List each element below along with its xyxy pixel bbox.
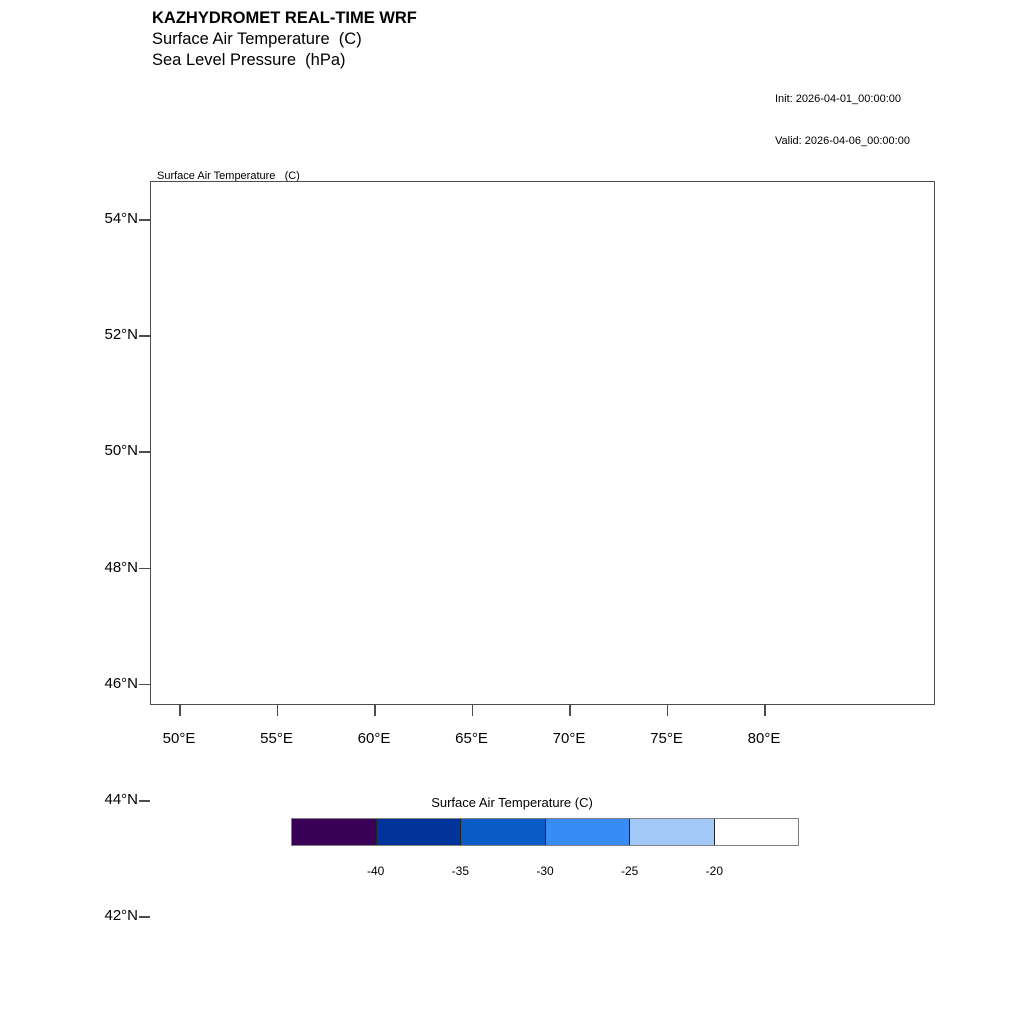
longitude-tick-mark — [569, 705, 571, 716]
latitude-tick-mark — [139, 683, 150, 686]
colorbar-tick-label: -35 — [451, 864, 469, 878]
colorbar[interactable] — [291, 818, 799, 846]
colorbar-segment-5 — [713, 819, 798, 845]
colorbar-tick-label: -30 — [536, 864, 554, 878]
latitude-tick-label: 52°N — [104, 326, 138, 344]
longitude-tick-label: 70°E — [552, 730, 586, 747]
longitude-tick-mark — [764, 705, 766, 716]
longitude-tick-mark — [374, 705, 376, 716]
latitude-tick-mark — [139, 335, 150, 337]
longitude-tick-mark — [276, 705, 279, 716]
forecast-timestamps: Init: 2026-04-01_00:00:00 Valid: 2026-04… — [775, 64, 910, 162]
longitude-tick-label: 75°E — [650, 730, 683, 747]
latitude-tick-label: 42°N — [104, 907, 138, 925]
longitude-tick-label: 65°E — [455, 730, 488, 747]
header-subtitle-temperature: Surface Air Temperature (C) — [152, 30, 362, 48]
latitude-tick-label: 54°N — [104, 210, 138, 227]
colorbar-segment-4 — [629, 819, 714, 845]
map-plot-area[interactable]: PetropavlovskKostanayKokshetauPavlodarUr… — [150, 181, 935, 705]
colorbar-title: Surface Air Temperature (C) — [431, 795, 593, 810]
colorbar-segment-1 — [375, 819, 460, 845]
latitude-tick-mark — [139, 219, 150, 221]
colorbar-segment-0 — [292, 819, 376, 845]
valid-time: Valid: 2026-04-06_00:00:00 — [775, 135, 910, 147]
subcaption-temperature: Surface Air Temperature (C) — [157, 170, 300, 182]
longitude-tick-label: 50°E — [162, 730, 196, 747]
page-title: KAZHYDROMET REAL-TIME WRF — [152, 9, 417, 27]
header-block: KAZHYDROMET REAL-TIME WRF Surface Air Te… — [152, 8, 417, 71]
colorbar-tick-label: -20 — [705, 864, 723, 878]
longitude-tick-label: 60°E — [357, 730, 391, 747]
latitude-tick-label: 50°N — [104, 442, 138, 460]
latitude-tick-label: 44°N — [104, 791, 138, 808]
longitude-tick-mark — [179, 705, 181, 716]
colorbar-segment-3 — [544, 819, 629, 845]
colorbar-tick-label: -25 — [620, 864, 639, 878]
map-frame — [150, 181, 935, 705]
latitude-tick-label: 48°N — [104, 558, 138, 576]
colorbar-segment-2 — [460, 819, 545, 845]
longitude-tick-label: 55°E — [260, 730, 293, 747]
latitude-tick-mark — [139, 800, 150, 802]
latitude-tick-mark — [139, 916, 150, 918]
colorbar-tick-label: -40 — [366, 864, 385, 878]
longitude-tick-label: 80°E — [747, 730, 781, 747]
longitude-tick-mark — [666, 705, 669, 716]
latitude-tick-label: 46°N — [104, 674, 138, 692]
init-time: Init: 2026-04-01_00:00:00 — [775, 93, 901, 105]
longitude-tick-mark — [471, 705, 474, 716]
header-subtitle-pressure: Sea Level Pressure (hPa) — [152, 51, 346, 69]
latitude-tick-mark — [139, 451, 150, 453]
latitude-tick-mark — [139, 567, 150, 570]
